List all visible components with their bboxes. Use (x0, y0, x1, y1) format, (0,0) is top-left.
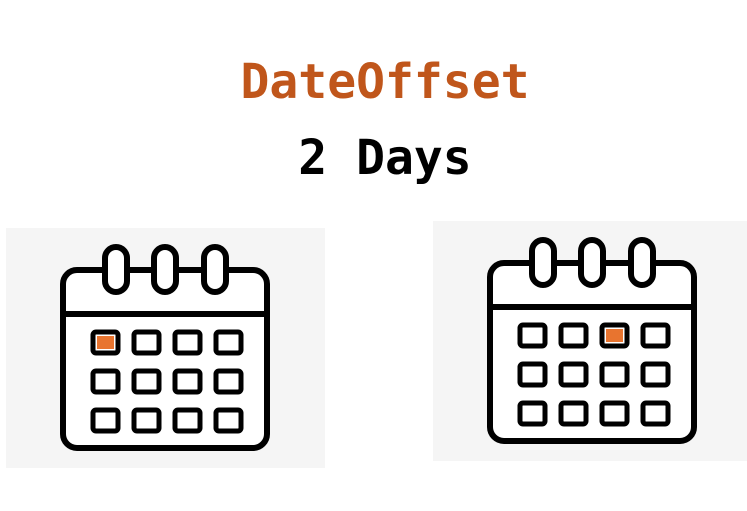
day-cell (90, 368, 121, 395)
start-calendar-panel (6, 228, 325, 468)
day-cell (172, 407, 203, 434)
day-cell (517, 322, 548, 349)
day-cell (517, 400, 548, 427)
day-cell (131, 329, 162, 356)
day-cell (599, 361, 630, 388)
day-cell (558, 322, 589, 349)
day-cell (131, 368, 162, 395)
day-cell (517, 361, 548, 388)
day-cell (640, 361, 671, 388)
highlighted-day-fill (97, 336, 114, 349)
binder-ring (578, 237, 606, 288)
binder-ring (201, 244, 229, 295)
diagram-title: DateOffset (240, 54, 530, 110)
day-cell (172, 329, 203, 356)
binder-ring (102, 244, 130, 295)
day-cell (90, 407, 121, 434)
day-cell (558, 361, 589, 388)
day-cell (213, 368, 244, 395)
day-cell (213, 329, 244, 356)
day-cell (640, 322, 671, 349)
offset-calendar-panel (433, 221, 747, 461)
day-cell (558, 400, 589, 427)
binder-ring (151, 244, 179, 295)
day-cell (599, 400, 630, 427)
binder-ring (628, 237, 656, 288)
day-cell (131, 407, 162, 434)
offset-label: 2 Days (298, 130, 472, 186)
day-cell (640, 400, 671, 427)
binder-ring (529, 237, 557, 288)
calendar-icon (487, 237, 697, 444)
highlighted-day-fill (606, 329, 623, 342)
calendar-icon (60, 244, 270, 451)
day-cell (213, 407, 244, 434)
day-cell (172, 368, 203, 395)
